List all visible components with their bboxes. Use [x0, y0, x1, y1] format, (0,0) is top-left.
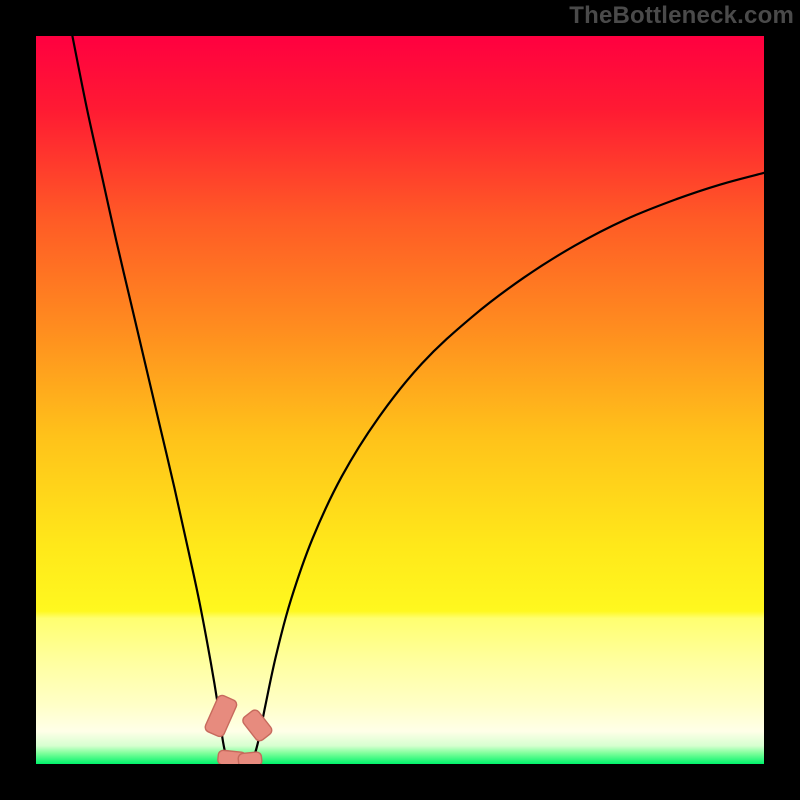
gradient-background	[36, 36, 764, 764]
figure-root: TheBottleneck.com	[0, 0, 800, 800]
watermark-text: TheBottleneck.com	[569, 2, 794, 30]
bottleneck-chart	[0, 0, 800, 800]
